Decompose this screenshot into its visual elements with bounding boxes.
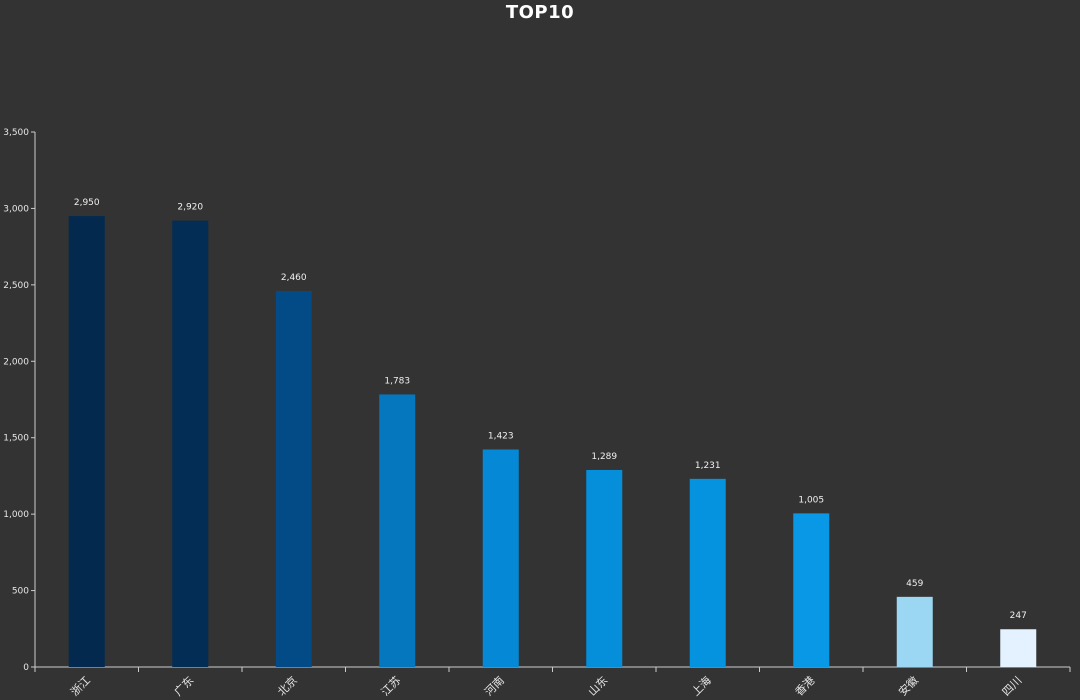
bar-value-label: 2,460	[281, 273, 307, 283]
bar-value-label: 459	[906, 579, 923, 589]
bar[interactable]	[68, 216, 105, 668]
chart-title: TOP10	[505, 2, 575, 23]
bar[interactable]	[275, 290, 312, 667]
bar[interactable]	[1000, 629, 1037, 667]
y-axis: 0 500 1,000 1,500 2,000 2,500 3,000 3,500	[3, 128, 36, 673]
x-tick-label: 四川	[1000, 674, 1025, 699]
y-tick-label: 3,500	[3, 128, 29, 138]
x-tick-label: 香港	[793, 674, 818, 699]
bar-value-label: 2,920	[177, 203, 203, 213]
y-tick-label: 1,500	[3, 434, 29, 444]
x-tick-label: 江苏	[379, 674, 404, 699]
bar-value-label: 1,005	[798, 495, 824, 505]
x-tick-label: 上海	[688, 673, 713, 698]
x-tick-labels-group: 浙江 广东 北京 江苏 河南 山东 上海 香港 安徽 四川	[68, 673, 1024, 698]
bar[interactable]	[172, 220, 209, 667]
bar-value-label: 1,231	[695, 461, 721, 471]
bar[interactable]	[482, 449, 519, 667]
bar-value-label: 1,783	[384, 376, 410, 386]
bar-value-label: 2,950	[74, 198, 100, 208]
bar[interactable]	[793, 513, 830, 667]
x-axis	[34, 666, 1071, 672]
x-tick-label: 河南	[482, 674, 507, 699]
y-tick-label: 2,000	[3, 357, 29, 367]
bar[interactable]	[689, 478, 726, 667]
y-tick-label: 2,500	[3, 281, 29, 291]
x-tick-label: 北京	[274, 673, 299, 698]
x-tick-label: 安徽	[895, 673, 920, 698]
y-tick-label: 3,000	[3, 204, 29, 214]
y-tick-label: 500	[12, 587, 29, 597]
x-tick-label: 山东	[586, 674, 611, 699]
y-tick-label: 1,000	[3, 510, 29, 520]
bar-value-label: 247	[1010, 611, 1027, 621]
x-tick-label: 浙江	[68, 674, 93, 699]
bar-value-label: 1,423	[488, 431, 514, 441]
bar[interactable]	[896, 596, 933, 667]
x-tick-label: 广东	[172, 674, 197, 699]
value-labels-group: 2,950 2,920 2,460 1,783 1,423 1,289 1,231 1,005…	[74, 198, 1027, 621]
bar-value-label: 1,289	[591, 452, 617, 462]
y-tick-label: 0	[23, 663, 29, 673]
bar[interactable]	[586, 469, 623, 667]
bars-group	[68, 216, 1037, 668]
bar[interactable]	[379, 394, 416, 667]
